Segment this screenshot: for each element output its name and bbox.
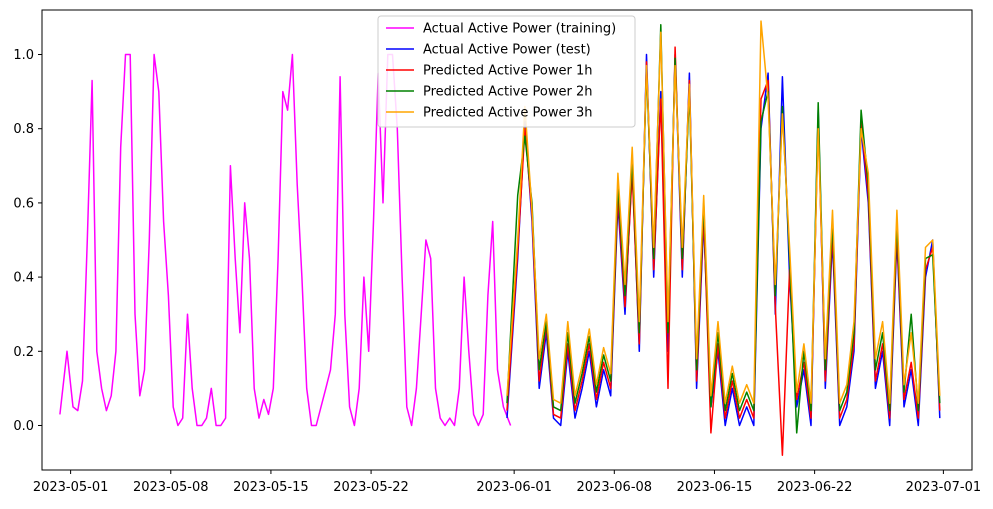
plot-frame [41, 9, 973, 471]
x-tick-label-3: 2023-05-22 [333, 480, 409, 495]
y-tick-label-5: 1.0 [13, 48, 34, 63]
x-tick-label-8: 2023-07-01 [906, 480, 982, 495]
legend-label-0: Actual Active Power (training) [423, 22, 616, 37]
legend: Actual Active Power (training) Actual Act… [377, 15, 636, 128]
x-tick-label-7: 2023-06-22 [777, 480, 853, 495]
y-tick-label-2: 0.4 [13, 271, 34, 286]
x-tick-label-2: 2023-05-15 [233, 480, 309, 495]
series-line-0 [59, 53, 512, 427]
y-tick-label-4: 0.8 [13, 122, 34, 137]
y-tick-label-3: 0.6 [13, 196, 34, 211]
x-axis: 2023-05-01 2023-05-08 2023-05-15 2023-05-22… [33, 470, 981, 495]
x-tick-label-1: 2023-05-08 [133, 480, 209, 495]
series-layer [59, 20, 941, 456]
legend-label-4: Predicted Active Power 3h [423, 106, 592, 121]
x-tick-label-0: 2023-05-01 [33, 480, 109, 495]
legend-label-2: Predicted Active Power 1h [423, 64, 592, 79]
legend-label-1: Actual Active Power (test) [423, 43, 591, 58]
y-axis: 0.0 0.2 0.4 0.6 0.8 1.0 [13, 48, 42, 434]
series-line-4 [506, 20, 941, 404]
y-tick-label-1: 0.2 [13, 345, 34, 360]
x-tick-label-4: 2023-06-01 [476, 480, 552, 495]
x-tick-label-6: 2023-06-15 [677, 480, 753, 495]
y-tick-label-0: 0.0 [13, 419, 34, 434]
legend-box [377, 15, 636, 128]
x-tick-label-5: 2023-06-08 [577, 480, 653, 495]
legend-label-3: Predicted Active Power 2h [423, 85, 592, 100]
